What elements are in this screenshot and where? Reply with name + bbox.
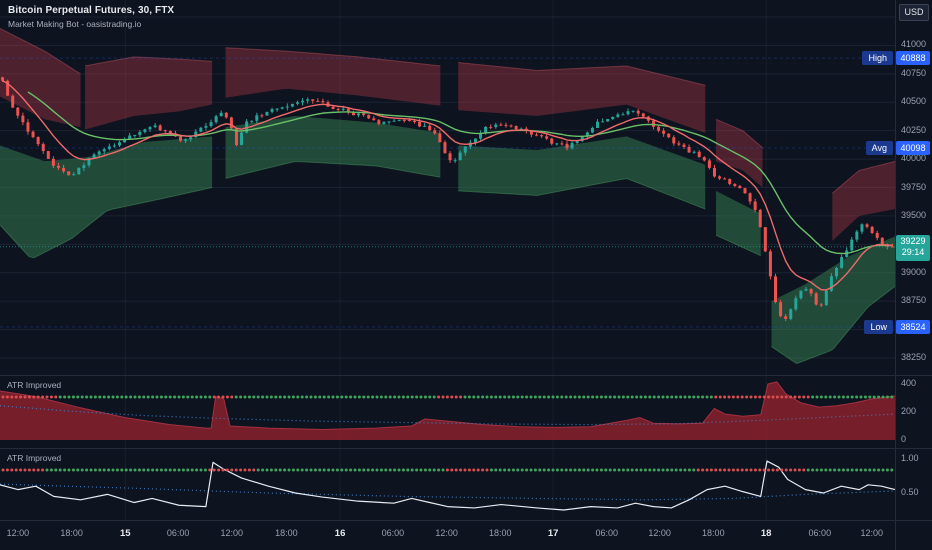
fast-ma-line <box>2 80 893 291</box>
time-tick: 12:00 <box>220 528 244 538</box>
bar-countdown: 29:14 <box>901 246 925 257</box>
atr2-tick: 1.00 <box>901 453 919 463</box>
atr2-signal-dots <box>1 468 894 472</box>
time-tick: 18:00 <box>489 528 512 538</box>
indicator-title[interactable]: Market Making Bot - oasistrading.io <box>8 19 142 29</box>
atr1-area <box>0 381 895 440</box>
time-tick: 06:00 <box>381 528 405 538</box>
chart-legend: Bitcoin Perpetual Futures, 30, FTX Marke… <box>8 5 174 29</box>
price-tick: 40500 <box>901 96 927 107</box>
atr2-line <box>0 460 896 511</box>
price-tick: 39000 <box>901 266 927 277</box>
time-tick: 12:00 <box>6 528 30 538</box>
atr1-tick: 400 <box>901 378 917 388</box>
atr1-tick: 0 <box>901 434 907 444</box>
atr1-signal-dots <box>1 395 894 399</box>
time-tick-day: 18 <box>760 528 772 539</box>
currency-badge: USD <box>899 4 929 21</box>
candles <box>1 76 894 322</box>
time-tick: 18:00 <box>702 528 725 538</box>
price-tick: 41000 <box>901 39 927 50</box>
price-axis[interactable]: USD 412504100040750405004025040000397503… <box>895 0 932 550</box>
atr1-edge-line <box>0 381 896 430</box>
price-tick: 40750 <box>901 67 927 78</box>
price-tick: 38250 <box>901 351 927 362</box>
time-tick: 12:00 <box>860 528 883 538</box>
slow-ma-line <box>27 91 893 255</box>
time-tick: 06:00 <box>808 528 832 538</box>
time-tick: 18:00 <box>60 528 83 538</box>
low-label-badge: Low <box>864 319 893 334</box>
last-price-badge: 39229 29:14 <box>896 234 930 261</box>
time-tick: 06:00 <box>166 528 190 538</box>
symbol-title[interactable]: Bitcoin Perpetual Futures, 30, FTX <box>8 5 175 16</box>
price-tick: 40000 <box>901 153 927 164</box>
atr2-tick: 0.50 <box>901 487 919 497</box>
price-tick: 40250 <box>901 124 927 135</box>
time-tick: 06:00 <box>595 528 619 538</box>
price-tick: 39750 <box>901 181 927 192</box>
high-label-badge: High <box>862 51 893 66</box>
time-tick-day: 16 <box>334 528 346 539</box>
time-tick-day: 17 <box>547 528 559 539</box>
time-tick: 12:00 <box>435 528 458 538</box>
atr1-pane-label[interactable]: ATR Improved <box>7 380 62 390</box>
atr2-threshold-line <box>0 483 896 501</box>
low-value-badge: 38524 <box>896 319 930 334</box>
atr2-pane-label[interactable]: ATR Improved <box>7 453 62 463</box>
high-value-badge: 40888 <box>896 51 930 66</box>
avg-label-badge: Avg <box>865 140 893 155</box>
time-tick-day: 15 <box>120 528 131 539</box>
ask-zone-band <box>0 27 896 241</box>
avg-value-badge: 40098 <box>896 140 930 155</box>
time-tick: 12:00 <box>648 528 671 538</box>
price-tick: 38750 <box>901 295 927 306</box>
price-tick: 39500 <box>901 209 927 220</box>
atr1-tick: 200 <box>901 406 917 416</box>
time-axis[interactable]: 12:00 18:00 15 06:00 12:00 18:00 16 06:00 12:00 1… <box>0 520 895 550</box>
last-price-value: 39229 <box>900 235 926 246</box>
time-tick: 18:00 <box>275 528 298 538</box>
